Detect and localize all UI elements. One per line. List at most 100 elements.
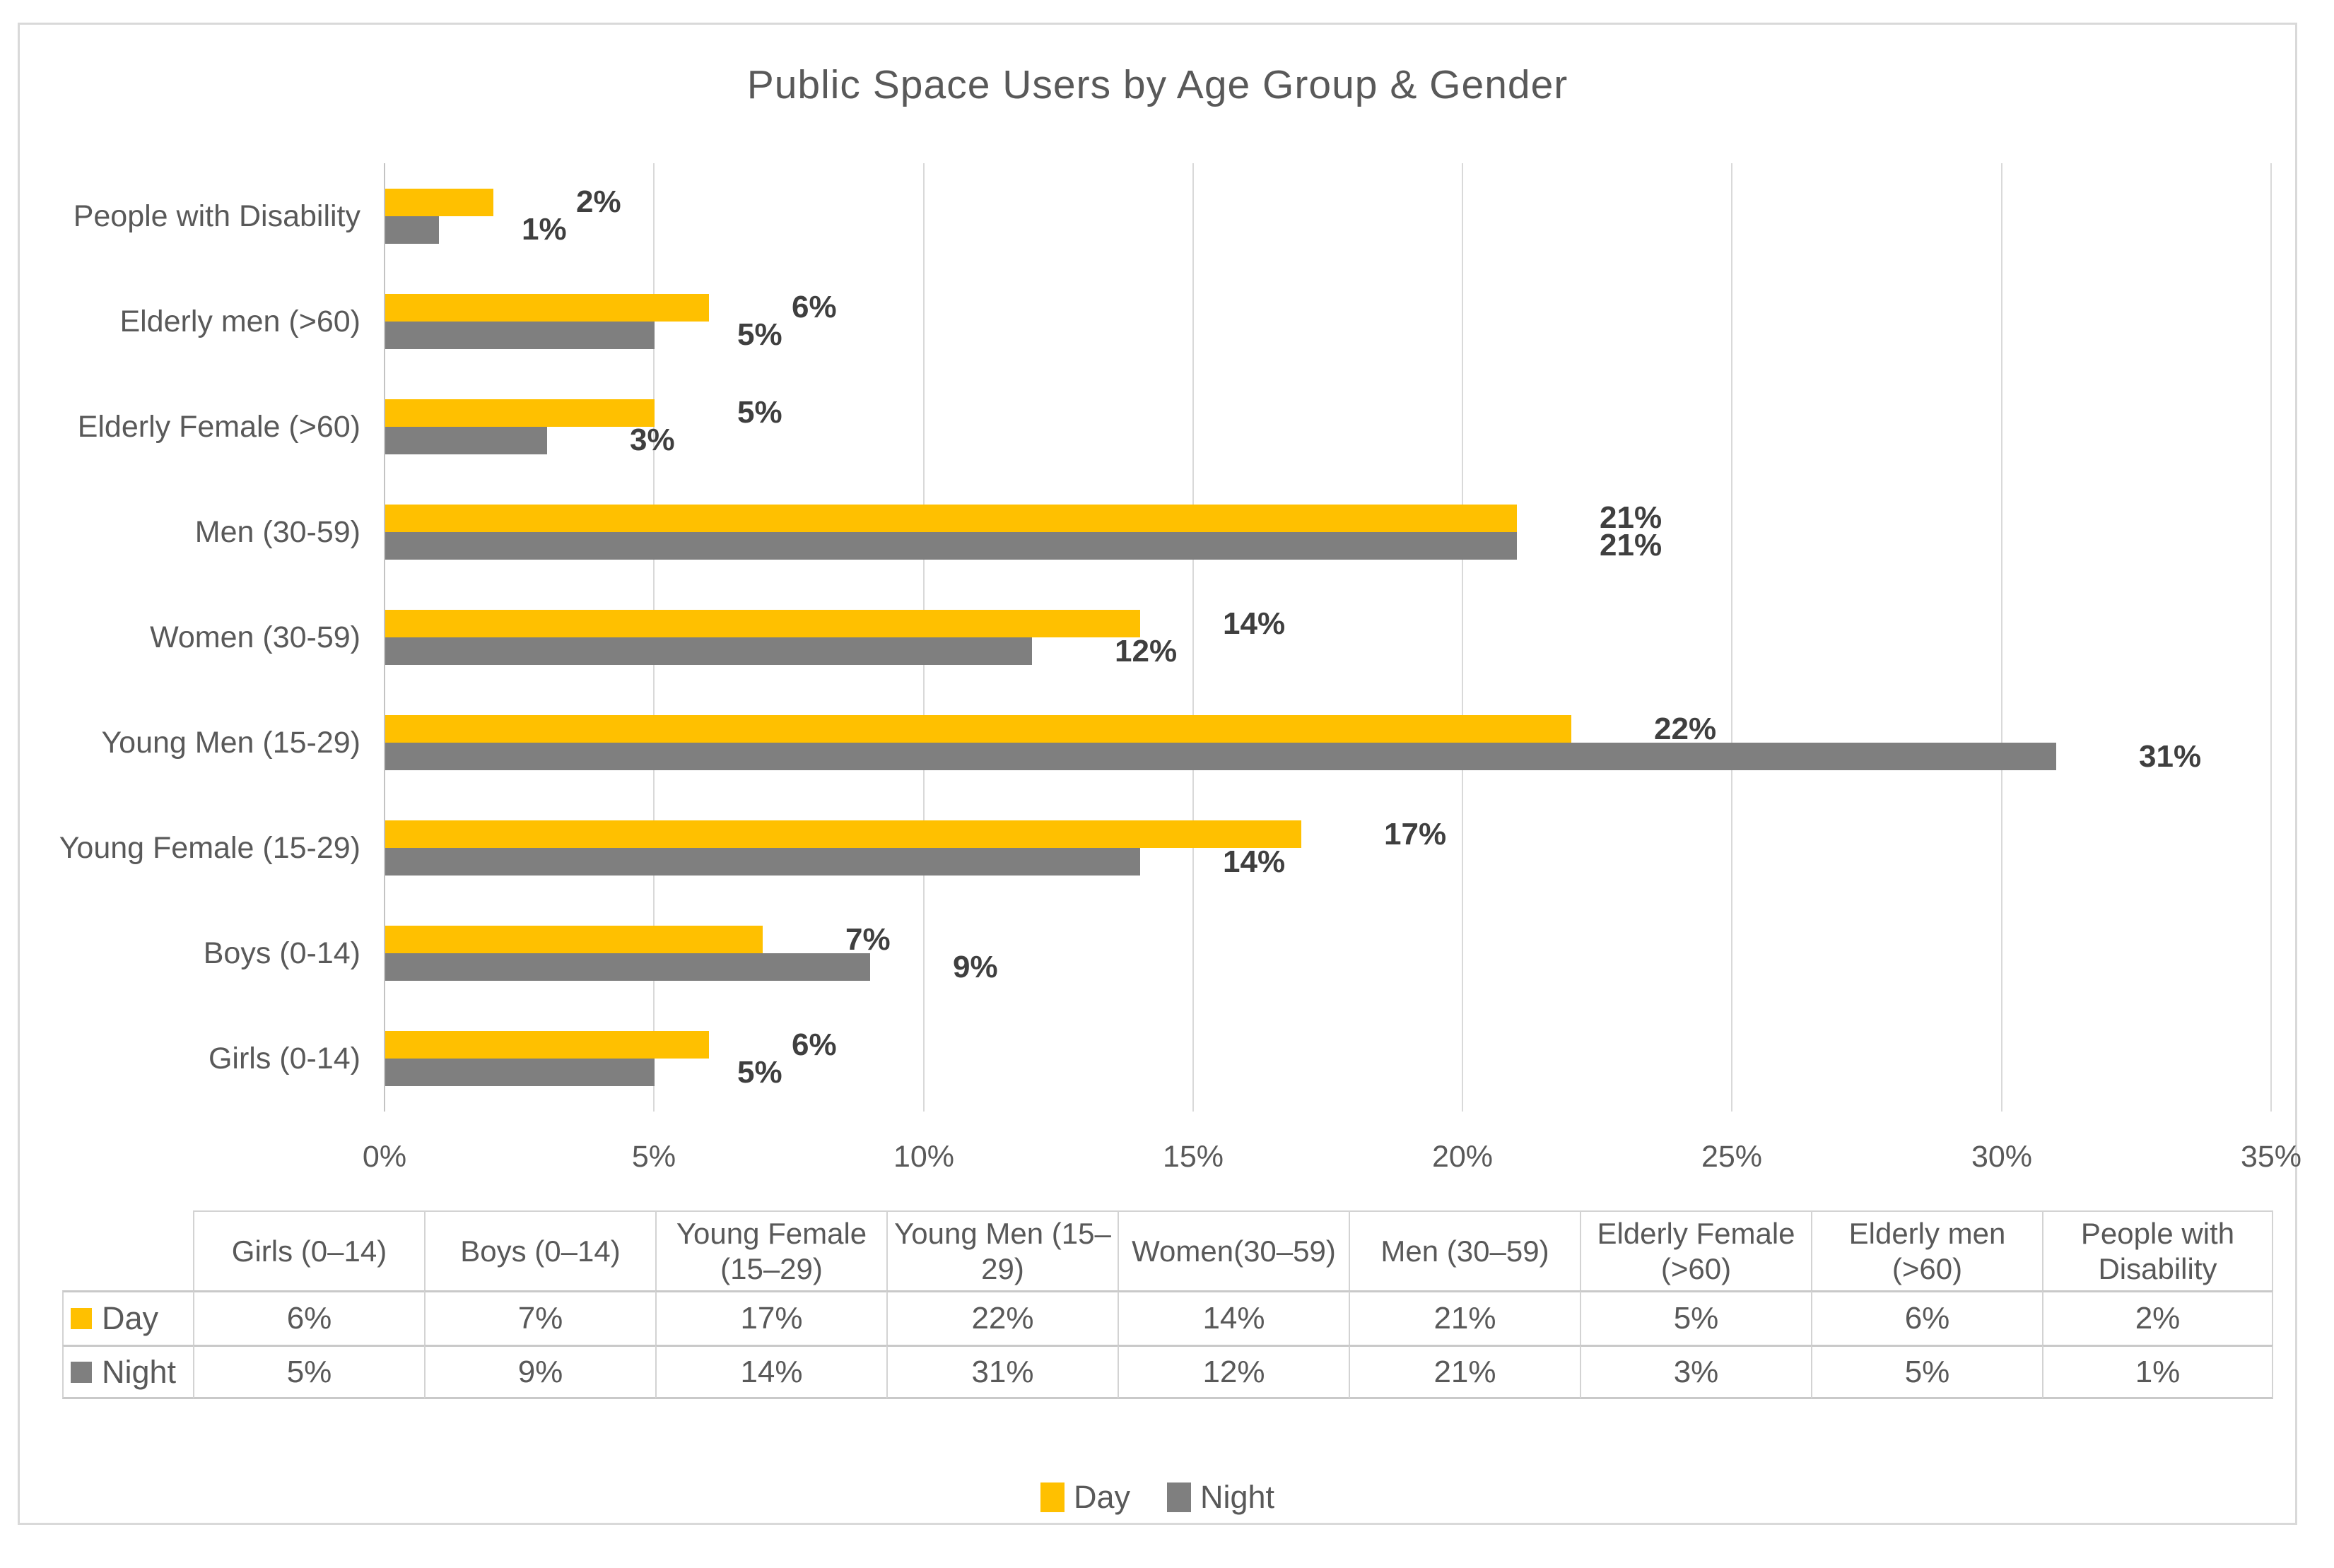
night-bar-label: 3%	[630, 423, 675, 457]
table-value-cell: 2%	[2042, 1290, 2273, 1345]
table-row-name: Night	[102, 1353, 177, 1390]
table-header-cell: Elderly men (>60)	[1811, 1210, 2042, 1290]
night-bar-label: 9%	[953, 950, 998, 984]
day-bar	[385, 399, 655, 427]
day-bar	[385, 820, 1301, 848]
day-table-swatch	[71, 1308, 92, 1329]
table-value-cell: 3%	[1580, 1345, 1811, 1399]
day-bar-label: 17%	[1384, 817, 1447, 851]
table-value-cell: 5%	[1811, 1345, 2042, 1399]
table-row-name: Day	[102, 1300, 159, 1336]
legend-item-day: Day	[1040, 1479, 1130, 1516]
category-label: People with Disability	[73, 199, 360, 233]
day-bar	[385, 715, 1571, 743]
table-value-cell: 31%	[886, 1345, 1118, 1399]
category-label: Men (30-59)	[194, 515, 360, 549]
legend-item-night: Night	[1166, 1479, 1274, 1516]
day-bar-label: 6%	[792, 1027, 837, 1062]
legend-label: Day	[1073, 1479, 1130, 1515]
night-bar	[385, 848, 1140, 876]
night-bar-label: 14%	[1223, 844, 1286, 879]
table-header-cell: Young Men (15–29)	[886, 1210, 1118, 1290]
day-bar	[385, 926, 763, 953]
day-bar-label: 22%	[1654, 712, 1717, 746]
day-legend-swatch	[1040, 1482, 1065, 1512]
day-bar	[385, 1031, 709, 1059]
category-label: Girls (0-14)	[208, 1042, 360, 1075]
table-value-cell: 17%	[655, 1290, 886, 1345]
chart-data-table: Girls (0–14) Boys (0–14) Young Female (15–…	[62, 1210, 2273, 1399]
x-gridline	[1731, 163, 1732, 1112]
table-value-cell: 6%	[193, 1290, 424, 1345]
table-value-cell: 5%	[193, 1345, 424, 1399]
day-bar	[385, 610, 1140, 637]
day-bar-label: 14%	[1223, 606, 1286, 641]
night-bar	[385, 427, 547, 454]
table-value-cell: 1%	[2042, 1345, 2273, 1399]
night-bar	[385, 637, 1032, 665]
table-header-cell: Women(30–59)	[1118, 1210, 1349, 1290]
table-value-cell: 12%	[1118, 1345, 1349, 1399]
day-bar-label: 5%	[737, 395, 782, 430]
table-header-cell: Boys (0–14)	[424, 1210, 655, 1290]
night-bar-label: 31%	[2139, 739, 2202, 774]
table-value-cell: 5%	[1580, 1290, 1811, 1345]
x-axis-tick-label: 20%	[1431, 1140, 1494, 1174]
x-gridline	[1462, 163, 1463, 1112]
x-gridline	[2001, 163, 2002, 1112]
day-bar-label: 7%	[845, 922, 891, 957]
table-row-label: Night	[62, 1345, 193, 1399]
night-legend-swatch	[1166, 1482, 1191, 1512]
table-header-cell: People with Disability	[2042, 1210, 2273, 1290]
x-gridline	[2270, 163, 2272, 1112]
x-gridline	[1192, 163, 1194, 1112]
table-header-cell: Men (30–59)	[1349, 1210, 1580, 1290]
night-bar	[385, 216, 439, 244]
night-table-swatch	[71, 1361, 92, 1383]
table-value-cell: 6%	[1811, 1290, 2042, 1345]
night-bar	[385, 1059, 655, 1086]
category-label: Women (30-59)	[150, 620, 360, 654]
table-value-cell: 22%	[886, 1290, 1118, 1345]
night-bar	[385, 743, 2056, 770]
chart-title: Public Space Users by Age Group & Gender	[746, 62, 1568, 107]
chart-frame: Public Space Users by Age Group & Gender…	[18, 23, 2301, 1525]
x-axis-tick-label: 25%	[1701, 1140, 1763, 1174]
day-bar-label: 6%	[792, 290, 837, 324]
day-bar-label: 2%	[576, 184, 621, 219]
day-bar-label: 21%	[1600, 500, 1662, 535]
night-bar-label: 12%	[1115, 634, 1178, 668]
table-corner-cell	[62, 1210, 193, 1290]
chart-legend: Day Night	[20, 1479, 2295, 1516]
day-bar	[385, 294, 709, 322]
category-label: Elderly Female (>60)	[77, 410, 360, 444]
table-value-cell: 21%	[1349, 1290, 1580, 1345]
plot-area: 2% 1% 6% 5% 5% 3% 21% 21% 14% 12% 22% 31% 17% 14% 7% 9%…	[384, 163, 2272, 1112]
category-label: Elderly men (>60)	[119, 305, 360, 338]
table-header-cell: Girls (0–14)	[193, 1210, 424, 1290]
x-axis-tick-label: 35%	[2240, 1140, 2302, 1174]
category-label: Young Female (15-29)	[59, 831, 360, 865]
x-axis-tick-label: 30%	[1971, 1140, 2033, 1174]
table-row-label: Day	[62, 1290, 193, 1345]
x-axis-tick-label: 5%	[631, 1140, 676, 1174]
night-bar-label: 21%	[1600, 528, 1662, 562]
y-axis-line	[384, 163, 385, 1112]
table-value-cell: 14%	[1118, 1290, 1349, 1345]
night-bar-label: 5%	[737, 1055, 782, 1090]
day-bar	[385, 189, 493, 216]
x-axis-tick-label: 0%	[362, 1140, 407, 1174]
x-axis-tick-label: 10%	[893, 1140, 955, 1174]
x-axis-tick-label: 15%	[1162, 1140, 1224, 1174]
night-bar	[385, 953, 870, 981]
category-label: Young Men (15-29)	[101, 726, 360, 760]
table-value-cell: 21%	[1349, 1345, 1580, 1399]
night-bar-label: 1%	[522, 212, 567, 247]
table-header-cell: Young Female (15–29)	[655, 1210, 886, 1290]
night-bar-label: 5%	[737, 317, 782, 352]
table-header-cell: Elderly Female (>60)	[1580, 1210, 1811, 1290]
table-value-cell: 7%	[424, 1290, 655, 1345]
category-label: Boys (0-14)	[203, 936, 360, 970]
table-value-cell: 9%	[424, 1345, 655, 1399]
